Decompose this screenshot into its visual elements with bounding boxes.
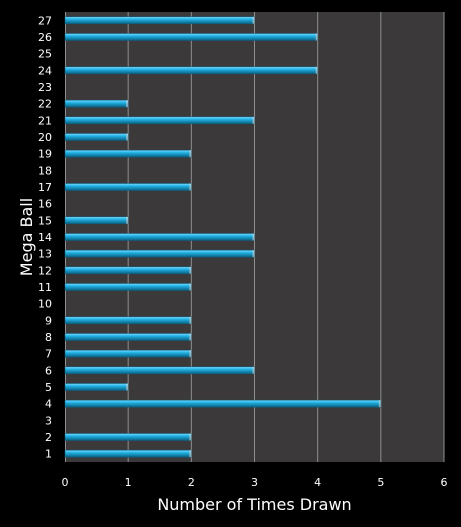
bar-mega-ball-17 xyxy=(64,183,192,191)
bar-mega-ball-2 xyxy=(64,433,192,441)
y-tick-label: 20 xyxy=(38,131,52,144)
y-tick-label: 14 xyxy=(38,231,52,244)
y-tick-label: 6 xyxy=(45,364,52,377)
y-tick-label: 7 xyxy=(45,348,52,361)
bar-end-cap xyxy=(315,66,318,74)
y-tick-label: 8 xyxy=(45,331,52,344)
bar-mega-ball-8 xyxy=(64,333,192,341)
bar-end-cap xyxy=(189,450,192,458)
bar-mega-ball-13 xyxy=(64,249,255,258)
y-tick-label: 26 xyxy=(38,31,52,44)
bar-end-cap xyxy=(189,183,192,191)
bar-end-cap xyxy=(126,383,129,391)
y-tick-label: 27 xyxy=(38,14,52,27)
x-tick-label: 6 xyxy=(441,476,448,489)
bar-end-cap xyxy=(189,150,192,158)
x-tick-label: 0 xyxy=(62,476,69,489)
y-tick-label: 23 xyxy=(38,81,52,94)
bar-end-cap xyxy=(252,250,255,258)
bar-mega-ball-15 xyxy=(64,216,129,225)
x-tick-label: 3 xyxy=(251,476,258,489)
y-tick-label: 9 xyxy=(45,314,52,327)
bar-mega-ball-12 xyxy=(64,266,192,275)
bar-mega-ball-24 xyxy=(64,66,318,75)
bar-mega-ball-26 xyxy=(64,33,318,41)
y-tick-label: 5 xyxy=(45,381,52,394)
y-tick-labels: 1234567891011121314151617181920212223242… xyxy=(38,14,52,460)
x-tick-labels: 0 1 2 3 4 5 6 xyxy=(62,476,448,489)
bars xyxy=(64,16,382,458)
bar-mega-ball-19 xyxy=(64,149,192,158)
bar-mega-ball-22 xyxy=(64,99,129,108)
bar-end-cap xyxy=(189,316,192,324)
bar-mega-ball-21 xyxy=(64,116,255,125)
bar-mega-ball-20 xyxy=(64,133,129,141)
x-tick-label: 5 xyxy=(377,476,384,489)
bar-mega-ball-11 xyxy=(64,283,192,291)
bar-end-cap xyxy=(315,33,318,41)
y-tick-label: 25 xyxy=(38,48,52,61)
bar-end-cap xyxy=(252,366,255,374)
bar-end-cap xyxy=(126,133,129,141)
y-tick-label: 17 xyxy=(38,181,52,194)
y-tick-label: 24 xyxy=(38,64,52,77)
y-tick-label: 4 xyxy=(45,398,52,411)
bar-end-cap xyxy=(189,283,192,291)
y-tick-label: 22 xyxy=(38,98,52,111)
y-tick-label: 10 xyxy=(38,298,52,311)
bar-end-cap xyxy=(189,433,192,441)
y-tick-label: 21 xyxy=(38,114,52,127)
y-tick-label: 3 xyxy=(45,414,52,427)
bar-end-cap xyxy=(189,333,192,341)
bar-mega-ball-27 xyxy=(64,16,255,25)
x-tick-label: 4 xyxy=(314,476,321,489)
y-axis-title: Mega Ball xyxy=(17,198,36,276)
x-tick-label: 2 xyxy=(188,476,195,489)
y-tick-label: 13 xyxy=(38,248,52,261)
bar-end-cap xyxy=(126,100,129,108)
x-tick-label: 1 xyxy=(125,476,132,489)
bar-end-cap xyxy=(252,116,255,124)
y-tick-label: 12 xyxy=(38,264,52,277)
y-tick-label: 16 xyxy=(38,198,52,211)
bar-end-cap xyxy=(189,266,192,274)
bar-mega-ball-5 xyxy=(64,383,129,391)
bar-mega-ball-6 xyxy=(64,366,255,375)
y-tick-label: 15 xyxy=(38,214,52,227)
bar-mega-ball-1 xyxy=(64,449,192,458)
y-tick-label: 18 xyxy=(38,164,52,177)
y-tick-label: 1 xyxy=(45,448,52,461)
y-tick-label: 11 xyxy=(38,281,52,294)
bar-end-cap xyxy=(378,400,381,408)
bar-mega-ball-14 xyxy=(64,233,255,241)
bar-end-cap xyxy=(252,16,255,24)
y-tick-label: 19 xyxy=(38,148,52,161)
bar-mega-ball-7 xyxy=(64,349,192,358)
x-axis-title: Number of Times Drawn xyxy=(157,495,351,514)
bar-mega-ball-4 xyxy=(64,399,382,408)
y-tick-label: 2 xyxy=(45,431,52,444)
bar-mega-ball-9 xyxy=(64,316,192,325)
bar-end-cap xyxy=(126,216,129,224)
bar-end-cap xyxy=(189,350,192,358)
bar-end-cap xyxy=(252,233,255,241)
